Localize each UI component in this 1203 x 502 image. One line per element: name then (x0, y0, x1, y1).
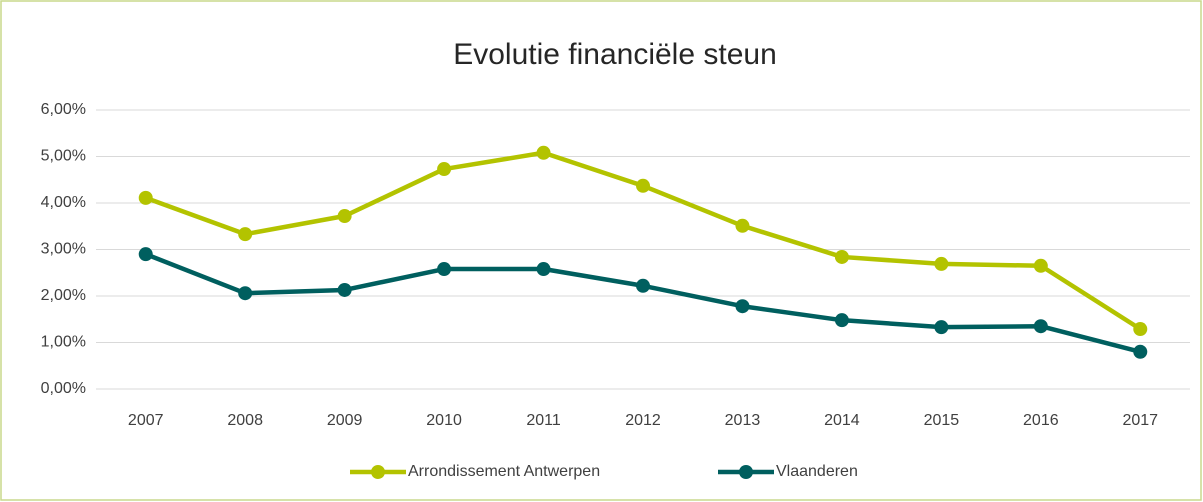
y-tick-label: 5,00% (41, 148, 86, 165)
y-tick-label: 0,00% (41, 380, 86, 397)
legend-marker (739, 465, 753, 479)
x-tick-label: 2010 (426, 412, 462, 429)
point (138, 247, 153, 262)
x-tick-label: 2016 (1023, 412, 1059, 429)
x-tick-label: 2014 (824, 412, 860, 429)
point (337, 209, 352, 224)
point (636, 278, 650, 293)
point (1033, 319, 1048, 334)
point (834, 313, 849, 328)
y-tick-label: 2,00% (41, 287, 86, 304)
point (735, 299, 750, 314)
point (138, 190, 153, 205)
y-tick-label: 1,00% (41, 334, 86, 351)
x-tick-label: 2007 (128, 412, 164, 429)
point (636, 178, 650, 193)
x-tick-label: 2011 (526, 412, 561, 429)
point (437, 162, 452, 177)
x-tick-label: 2008 (227, 412, 263, 429)
point (337, 282, 352, 297)
chart-title: Evolutie financiële steun (453, 38, 777, 71)
point (437, 262, 452, 277)
x-tick-label: 2017 (1122, 412, 1158, 429)
point (735, 218, 750, 233)
point (536, 262, 551, 277)
point (934, 320, 949, 335)
point (834, 249, 849, 264)
point (1133, 322, 1148, 337)
point (238, 227, 253, 242)
x-tick-label: 2013 (725, 412, 761, 429)
point (1133, 344, 1148, 359)
point (238, 286, 253, 301)
y-tick-label: 4,00% (41, 194, 86, 211)
point (934, 256, 949, 271)
point (536, 145, 551, 160)
legend-label: Arrondissement Antwerpen (408, 463, 600, 480)
legend-marker (371, 465, 385, 479)
x-tick-label: 2009 (327, 412, 363, 429)
x-tick-label: 2015 (924, 412, 960, 429)
x-tick-label: 2012 (625, 412, 661, 429)
legend-label: Vlaanderen (776, 463, 858, 480)
point (1033, 258, 1048, 273)
y-tick-label: 3,00% (41, 241, 86, 258)
y-tick-label: 6,00% (41, 101, 86, 118)
